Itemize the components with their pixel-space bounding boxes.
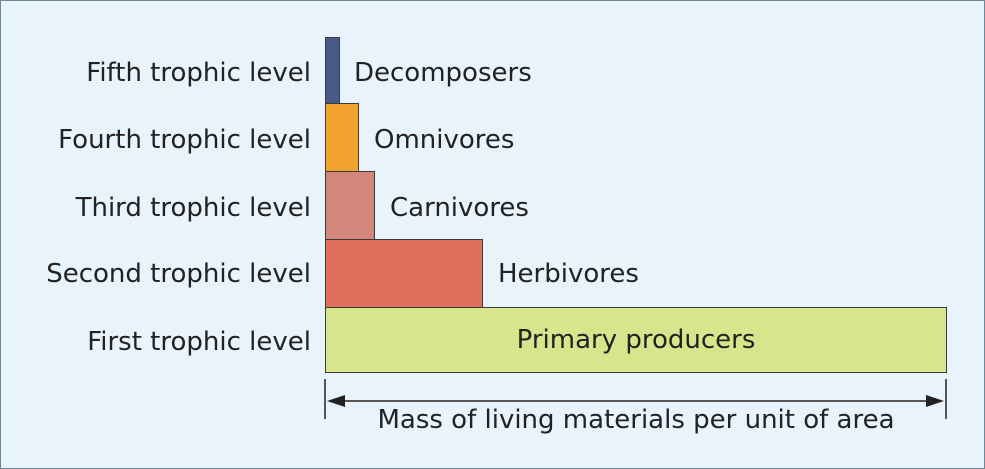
group-label-herbivores: Herbivores [498, 259, 639, 289]
group-label-primary-producers: Primary producers [516, 325, 756, 355]
level-label-fifth: Fifth trophic level [86, 58, 311, 88]
group-label-carnivores: Carnivores [390, 193, 529, 223]
bar-primary-producers: Primary producers [325, 307, 947, 373]
axis-label: Mass of living materials per unit of are… [377, 405, 895, 435]
level-label-second: Second trophic level [46, 259, 311, 289]
group-label-omnivores: Omnivores [374, 125, 515, 155]
level-label-fourth: Fourth trophic level [58, 125, 311, 155]
level-label-third: Third trophic level [75, 193, 311, 223]
level-label-first: First trophic level [87, 327, 311, 357]
group-label-decomposers: Decomposers [354, 58, 532, 88]
